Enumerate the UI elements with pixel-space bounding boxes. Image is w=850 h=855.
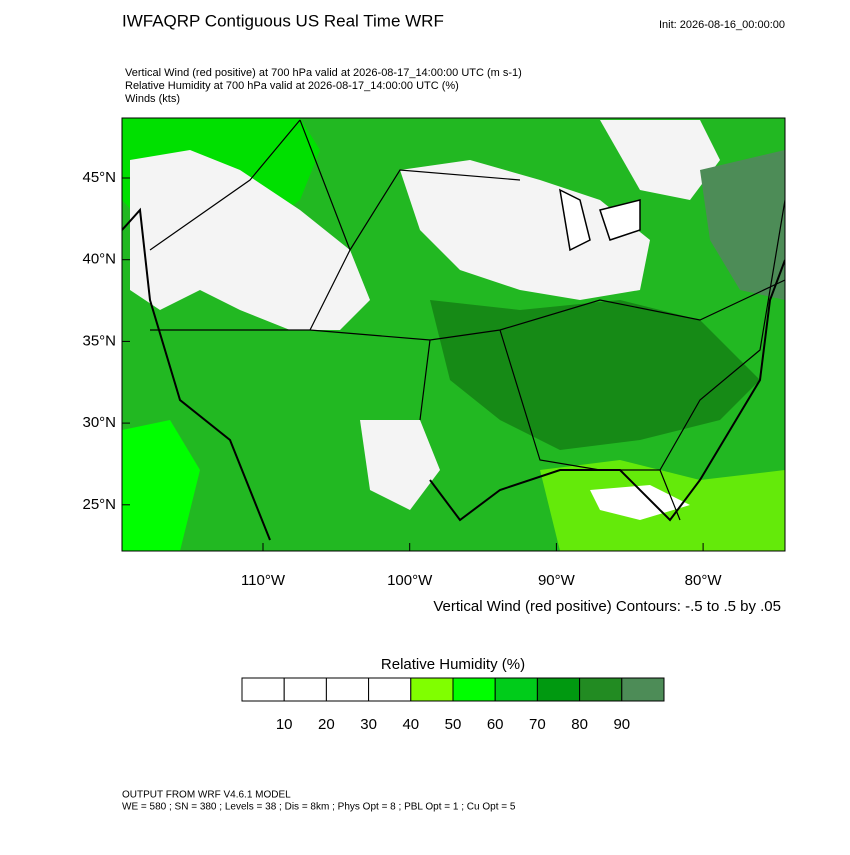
- colorbar-box: [579, 677, 623, 702]
- colorbar-label: 80: [571, 716, 588, 733]
- init-time: Init: 2026-08-16_00:00:00: [659, 19, 785, 31]
- colorbar-label: 60: [487, 716, 504, 733]
- colorbar-box: [410, 677, 454, 702]
- colorbar-box: [494, 677, 538, 702]
- dry-area: [400, 160, 650, 300]
- humidity-area: [122, 420, 200, 551]
- lon-label: 100°W: [387, 572, 433, 589]
- footer-line: WE = 580 ; SN = 380 ; Levels = 38 ; Dis …: [122, 802, 516, 813]
- title: IWFAQRP Contiguous US Real Time WRF: [122, 11, 444, 30]
- lat-label: 40°N: [82, 251, 116, 268]
- colorbar-box: [536, 677, 581, 702]
- dry-area: [130, 150, 370, 330]
- dry-area: [600, 120, 720, 200]
- state-borders: [149, 119, 785, 521]
- lat-label: 25°N: [82, 496, 116, 513]
- coastline: [122, 207, 785, 541]
- lat-labels: 45°N 40°N 35°N 30°N 25°N: [82, 169, 130, 513]
- colorbar: 10 20 30 40 50 60 70 80 90: [241, 677, 665, 733]
- lon-labels: 110°W 100°W 90°W 80°W: [241, 543, 722, 589]
- lat-label: 45°N: [82, 169, 116, 186]
- colorbar-label: 10: [276, 716, 293, 733]
- colorbar-label: 50: [445, 716, 462, 733]
- footer-line: OUTPUT FROM WRF V4.6.1 MODEL: [122, 790, 291, 801]
- lat-label: 35°N: [82, 332, 116, 349]
- subtitle-line: Relative Humidity at 700 hPa valid at 20…: [125, 80, 459, 92]
- dry-area: [590, 485, 690, 520]
- humid-area: [700, 150, 785, 300]
- great-lakes: [559, 188, 641, 252]
- colorbar-box: [325, 677, 370, 702]
- colorbar-box: [241, 677, 285, 702]
- colorbar-label: 70: [529, 716, 546, 733]
- colorbar-box: [452, 677, 496, 702]
- lon-label: 90°W: [538, 572, 576, 589]
- lon-label: 110°W: [241, 572, 286, 589]
- subtitle-line: Winds (kts): [125, 93, 180, 105]
- dry-area: [360, 420, 440, 510]
- colorbar-label: 90: [613, 716, 630, 733]
- colorbar-box: [368, 677, 412, 702]
- colorbar-label: 40: [402, 716, 419, 733]
- map-frame: [121, 117, 786, 552]
- colorbar-label: 30: [360, 716, 377, 733]
- lat-label: 30°N: [82, 414, 116, 431]
- humid-area: [430, 300, 760, 450]
- contour-info: Vertical Wind (red positive) Contours: -…: [433, 598, 781, 615]
- lon-label: 80°W: [685, 572, 723, 589]
- colorbar-box: [621, 677, 665, 702]
- colorbar-box: [283, 677, 327, 702]
- map: [121, 117, 786, 552]
- colorbar-label: 20: [318, 716, 335, 733]
- colorbar-title: Relative Humidity (%): [381, 656, 525, 673]
- subtitle-line: Vertical Wind (red positive) at 700 hPa …: [125, 67, 522, 79]
